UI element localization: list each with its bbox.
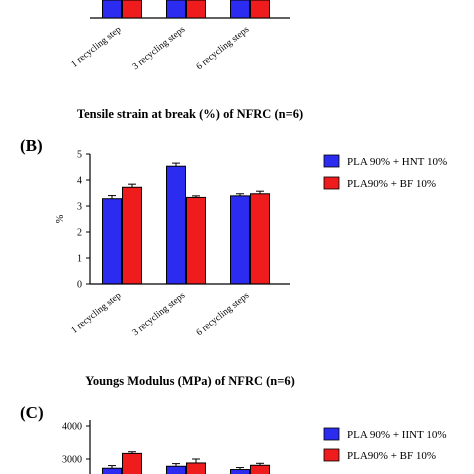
panel-b-legend-label-1: PLA 90% + HNT 10% (347, 156, 447, 168)
panel-b-label: (B) (20, 136, 43, 155)
panel-b-bar-s1-c2 (166, 165, 186, 285)
panel-c-bar-s1-c1 (102, 467, 122, 474)
panel-b-category-label-1: 1 recycling step (70, 291, 124, 336)
panel-a-bar-s2-c3 (250, 0, 270, 19)
panel-a-bar-s2-c2 (186, 0, 206, 19)
panel-c-legend-label-2: PLA90% + BF 10% (347, 450, 436, 462)
panel-b-category-label-3: 6 recycling steps (195, 291, 252, 338)
panel-c-label: (C) (20, 403, 44, 422)
panel-b-y-tick-label-0: 0 (77, 280, 82, 291)
panel-a-bar-s1-c1 (102, 0, 122, 19)
panel-b-y-tick-label-3: 3 (77, 202, 82, 213)
panel-b-bar-s2-c1 (122, 186, 142, 285)
panel-c-bar-s2-c3 (250, 464, 270, 474)
panel-c-bar-s1-c3 (230, 469, 250, 474)
panel-b-legend-swatch-2 (323, 176, 340, 190)
panel-a-bar-s2-c1 (122, 0, 142, 19)
panel-b-bar-s2-c2 (186, 196, 206, 285)
panel-b-y-tick-label-5: 5 (77, 150, 82, 161)
panel-c-y-tick-label-1: 3000 (62, 455, 82, 466)
panel-b-legend: PLA 90% + HNT 10% PLA90% + BF 10% (323, 154, 447, 190)
panel-b-bar-s1-c3 (230, 195, 250, 285)
panel-a-bar-s1-c3 (230, 0, 250, 19)
panel-a: 1 recycling step 3 recycling steps 6 rec… (70, 0, 290, 72)
panel-c-bar-s2-c2 (186, 462, 206, 474)
panel-b-legend-swatch-1 (323, 154, 340, 168)
panel-c: Youngs Modulus (MPa) of NFRC (n=6) (C) 4… (20, 374, 447, 474)
panel-c-y-tick-label-0: 4000 (62, 422, 82, 433)
panel-b-legend-label-2: PLA90% + BF 10% (347, 178, 436, 190)
panel-a-bar-s1-c2 (166, 0, 186, 19)
panel-c-legend-swatch-2 (323, 448, 340, 462)
panel-c-title: Youngs Modulus (MPa) of NFRC (n=6) (85, 374, 295, 388)
panel-b-y-tick-label-1: 1 (77, 254, 82, 265)
panel-b-y-axis-label: % (55, 215, 66, 223)
panel-c-legend-swatch-1 (323, 427, 340, 441)
panel-c-legend-label-1: PLA 90% + IINT 10% (347, 429, 447, 441)
panel-b-y-tick-label-4: 4 (77, 176, 82, 187)
panel-a-category-label-3: 6 recycling steps (195, 25, 252, 72)
panel-c-legend: PLA 90% + IINT 10% PLA90% + BF 10% (323, 427, 447, 462)
panel-a-category-label-1: 1 recycling step (70, 25, 124, 70)
panel-a-category-label-2: 3 recycling steps (131, 25, 188, 72)
panel-b-bar-s1-c1 (102, 198, 122, 285)
panel-b-category-label-2: 3 recycling steps (131, 291, 188, 338)
panel-c-bar-s1-c2 (166, 465, 186, 474)
panel-b-bar-s2-c3 (250, 193, 270, 285)
panel-b: Tensile strain at break (%) of NFRC (n=6… (20, 107, 447, 338)
panel-c-bar-s2-c1 (122, 452, 142, 474)
panel-b-title: Tensile strain at break (%) of NFRC (n=6… (77, 107, 303, 121)
panel-b-y-tick-label-2: 2 (77, 228, 82, 239)
